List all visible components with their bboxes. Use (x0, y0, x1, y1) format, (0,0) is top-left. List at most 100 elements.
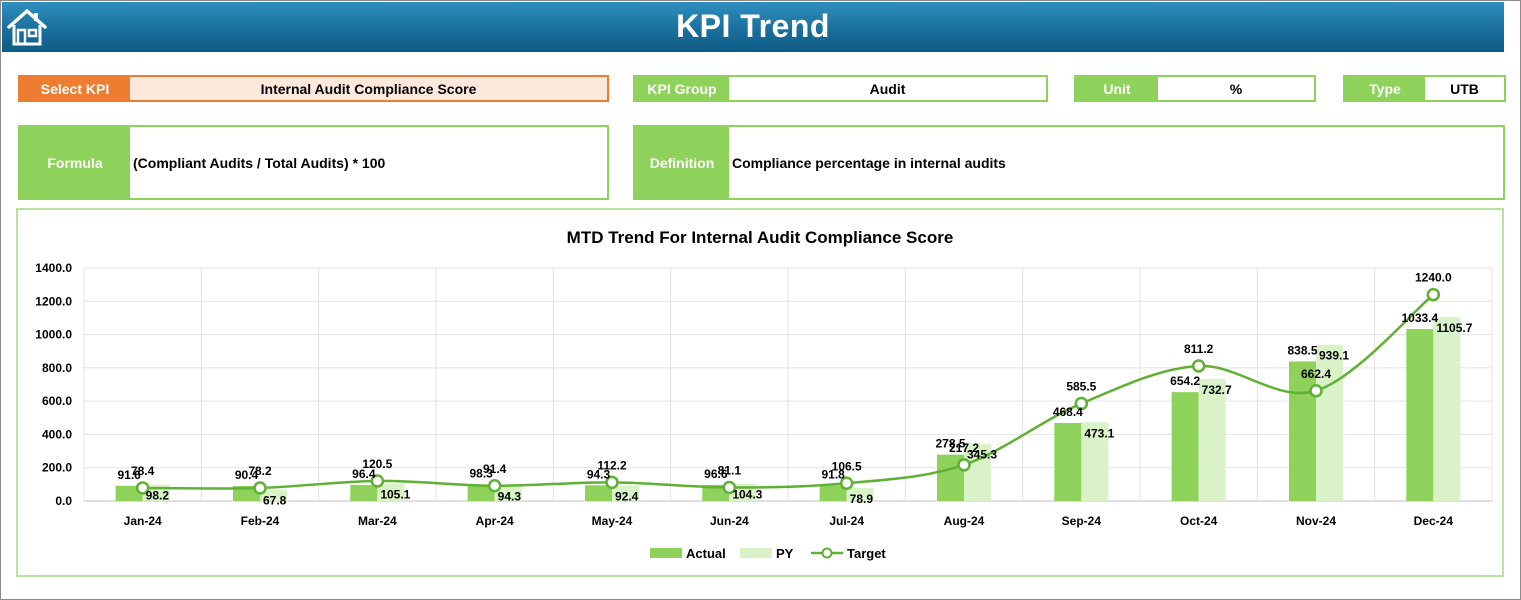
label-py: 98.2 (146, 489, 170, 503)
label-py: 94.3 (498, 489, 522, 503)
target-point[interactable] (1426, 287, 1441, 302)
label-target: 78.2 (248, 464, 272, 478)
label-actual: 91.8 (821, 468, 845, 482)
x-tick-label: Jan-24 (124, 514, 162, 528)
bar-actual[interactable] (1406, 329, 1434, 501)
x-tick-label: Nov-24 (1296, 514, 1336, 528)
x-tick-label: May-24 (592, 514, 633, 528)
label-target: 1240.0 (1415, 271, 1452, 285)
bar-actual[interactable] (1289, 361, 1316, 501)
home-icon[interactable] (6, 7, 48, 47)
label-target: 112.2 (597, 458, 627, 472)
y-tick-label: 200.0 (42, 461, 72, 475)
label-py: 939.1 (1319, 349, 1349, 363)
bar-actual[interactable] (115, 485, 143, 501)
bar-py[interactable] (964, 443, 991, 501)
bar-py[interactable] (260, 489, 287, 501)
label-py: 104.3 (732, 488, 762, 502)
x-tick-label: Apr-24 (476, 514, 514, 528)
type-label: Type (1345, 77, 1425, 100)
legend-label-actual: Actual (686, 546, 726, 561)
y-tick-label: 0.0 (55, 494, 72, 508)
label-py: 473.1 (1084, 426, 1114, 440)
target-point[interactable] (370, 474, 385, 488)
y-tick-label: 1400.0 (35, 261, 72, 275)
bar-actual[interactable] (350, 484, 378, 501)
kpi-group-label: KPI Group (635, 77, 729, 100)
target-point[interactable] (253, 481, 267, 495)
bar-py[interactable] (377, 483, 405, 501)
unit-label: Unit (1076, 77, 1158, 100)
label-py: 92.4 (615, 490, 639, 504)
bar-py[interactable] (1081, 422, 1109, 501)
label-target: 662.4 (1301, 367, 1331, 381)
header-banner: KPI Trend (2, 2, 1504, 52)
bar-actual[interactable] (1171, 392, 1199, 501)
y-tick-label: 600.0 (42, 394, 72, 408)
label-target: 81.1 (718, 464, 742, 478)
target-point[interactable] (135, 481, 150, 495)
type-field: Type UTB (1343, 75, 1506, 102)
bar-py[interactable] (1198, 379, 1226, 501)
type-value: UTB (1425, 77, 1504, 100)
label-py: 78.9 (850, 492, 874, 506)
target-point[interactable] (722, 480, 737, 495)
target-point[interactable] (487, 479, 502, 493)
definition-value: Compliance percentage in internal audits (729, 127, 1503, 198)
select-kpi-field: Select KPI Internal Audit Compliance Sco… (18, 75, 609, 102)
select-kpi-dropdown[interactable]: Internal Audit Compliance Score (130, 77, 607, 100)
target-point[interactable] (957, 458, 971, 472)
legend-swatch-actual (650, 548, 682, 558)
bar-actual[interactable] (585, 485, 612, 501)
x-tick-label: Dec-24 (1414, 514, 1454, 528)
formula-value: (Compliant Audits / Total Audits) * 100 (130, 127, 607, 198)
x-tick-label: Sep-24 (1062, 514, 1102, 528)
chart-title: MTD Trend For Internal Audit Compliance … (567, 228, 954, 247)
mtd-trend-chart: MTD Trend For Internal Audit Compliance … (35, 228, 1493, 561)
label-actual: 94.3 (587, 467, 611, 481)
label-actual: 96.6 (704, 467, 728, 481)
label-actual: 96.4 (352, 467, 376, 481)
label-target: 78.4 (131, 464, 155, 478)
label-actual: 98.3 (469, 467, 493, 481)
target-point[interactable] (839, 476, 854, 491)
label-actual: 90.4 (235, 468, 259, 482)
bar-actual[interactable] (1054, 423, 1082, 501)
target-point[interactable] (1191, 359, 1206, 373)
y-tick-label: 400.0 (42, 427, 72, 441)
label-py: 1105.7 (1436, 321, 1472, 335)
bar-py[interactable] (846, 487, 874, 501)
bar-actual[interactable] (819, 485, 847, 501)
chart-container: MTD Trend For Internal Audit Compliance … (16, 208, 1504, 577)
label-target: 91.4 (483, 462, 507, 476)
label-py: 732.7 (1202, 383, 1232, 397)
unit-field: Unit % (1074, 75, 1316, 102)
bar-py[interactable] (494, 485, 522, 501)
bar-py[interactable] (1316, 344, 1343, 501)
label-actual: 91.6 (117, 468, 141, 482)
y-tick-label: 1200.0 (35, 294, 72, 308)
x-tick-label: Jul-24 (829, 514, 864, 528)
bar-py[interactable] (612, 485, 639, 501)
label-target: 217.2 (949, 441, 979, 455)
label-target: 120.5 (362, 457, 392, 471)
target-point[interactable] (1074, 396, 1089, 411)
bar-py[interactable] (1433, 316, 1461, 501)
y-tick-label: 1000.0 (35, 328, 72, 342)
kpi-group-value: Audit (729, 77, 1046, 100)
label-actual: 838.5 (1287, 343, 1317, 357)
bar-actual[interactable] (702, 484, 730, 501)
x-tick-label: Jun-24 (710, 514, 749, 528)
definition-label: Definition (635, 127, 729, 198)
legend-label-py: PY (776, 546, 794, 561)
x-tick-label: Oct-24 (1180, 514, 1218, 528)
unit-value: % (1158, 77, 1314, 100)
y-tick-label: 800.0 (42, 361, 72, 375)
bar-actual[interactable] (233, 485, 260, 501)
legend-label-target: Target (847, 546, 886, 561)
target-point[interactable] (605, 475, 619, 490)
x-tick-label: Aug-24 (944, 514, 985, 528)
target-point[interactable] (1309, 384, 1323, 398)
bar-actual[interactable] (467, 484, 495, 501)
label-target: 811.2 (1184, 342, 1214, 356)
